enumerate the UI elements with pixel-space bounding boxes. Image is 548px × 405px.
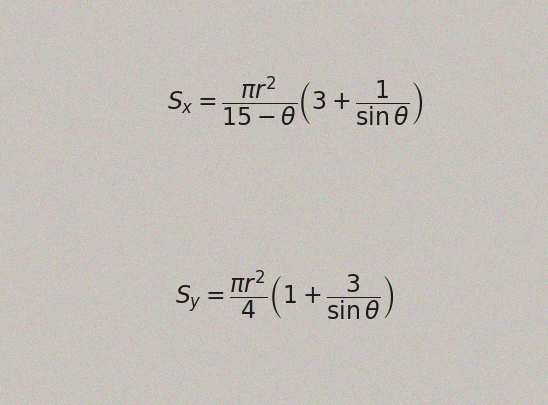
Text: $S_y = \dfrac{\pi r^2}{4}\left(1 + \dfrac{3}{\sin\theta}\right)$: $S_y = \dfrac{\pi r^2}{4}\left(1 + \dfra… [175, 269, 395, 322]
Text: $S_x = \dfrac{\pi r^2}{15-\theta}\left(3 + \dfrac{1}{\sin\theta}\right)$: $S_x = \dfrac{\pi r^2}{15-\theta}\left(3… [168, 75, 424, 128]
